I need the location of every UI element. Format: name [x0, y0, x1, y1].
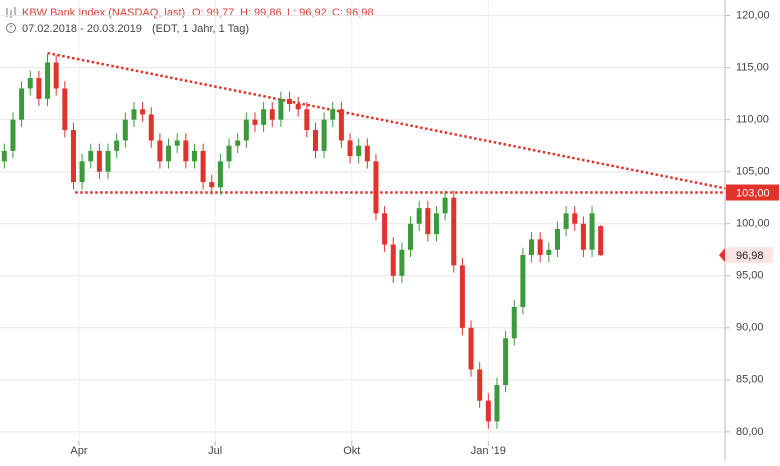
y-tick-label: 90,00: [736, 322, 764, 334]
candle-body: [330, 109, 336, 120]
candle-body: [114, 140, 120, 151]
candle-body: [36, 78, 42, 99]
candle-body: [572, 213, 578, 224]
candle-body: [408, 223, 414, 250]
candle-body: [520, 254, 526, 307]
y-tick-label: 100,00: [736, 218, 770, 230]
candle-body: [278, 98, 284, 120]
candle-body: [563, 213, 569, 229]
candle-body: [511, 306, 517, 339]
candle-body: [243, 119, 249, 141]
chart-title: KBW Bank Index (NASDAQ, last): [22, 7, 185, 19]
candle-body: [157, 140, 163, 162]
candle-body: [399, 249, 405, 276]
candle-body: [554, 228, 560, 250]
candle-body: [96, 150, 102, 172]
candle-body: [364, 145, 370, 162]
candle-body: [62, 88, 68, 131]
x-tick-label: Jan '19: [471, 445, 506, 457]
x-tick-label: Apr: [70, 445, 87, 457]
header-icon: [6, 7, 16, 18]
ohlc-open: O: 99,77: [192, 7, 234, 19]
candle-body: [416, 208, 422, 224]
candle-body: [217, 161, 223, 188]
candle-body: [589, 213, 595, 250]
candle-body: [537, 239, 543, 255]
candle-body: [45, 62, 51, 99]
y-tick-label: 95,00: [736, 270, 764, 282]
candle-body: [269, 109, 275, 120]
candle-body: [88, 150, 94, 162]
chart-subtitle: 07.02.2018 - 20.03.2019: [22, 23, 142, 35]
candle-body: [70, 130, 76, 183]
candle-body: [338, 109, 344, 141]
candle-body: [598, 226, 604, 256]
candle-body: [390, 244, 396, 276]
ohlc-low: L: 96,92: [287, 7, 327, 19]
y-tick-label: 115,00: [736, 62, 769, 74]
candle-body: [494, 385, 500, 422]
x-tick-label: Jul: [208, 445, 222, 457]
last-value-label: 96,98: [736, 250, 764, 262]
candle-body: [235, 140, 241, 146]
y-tick-label: 105,00: [736, 166, 770, 178]
candle-body: [209, 182, 215, 188]
trendline: [47, 51, 726, 190]
candle-body: [442, 197, 448, 214]
level-label: 103,00: [736, 187, 770, 199]
level-label-box: [726, 184, 779, 201]
y-tick-label: 85,00: [736, 374, 764, 386]
candle-body: [200, 150, 206, 183]
candle-body: [382, 213, 388, 245]
candle-body: [226, 145, 232, 162]
candle-body: [580, 223, 586, 250]
candle-body: [105, 150, 111, 172]
candle-body: [19, 88, 25, 120]
candle-body: [451, 197, 457, 266]
subtitle-note: (EDT, 1 Jahr, 1 Tag): [152, 23, 249, 35]
y-tick-label: 80,00: [736, 426, 764, 438]
candle-body: [148, 114, 154, 141]
clock-icon: [6, 23, 16, 33]
candle-body: [174, 140, 180, 146]
candle-body: [27, 78, 33, 89]
candle-body: [529, 239, 535, 255]
candle-body: [347, 140, 353, 157]
candle-body: [53, 62, 59, 89]
candle-body: [459, 265, 465, 328]
candle-body: [425, 208, 431, 235]
ohlc-high: H: 99,86: [240, 7, 282, 19]
candle-body: [191, 150, 197, 162]
candle-body: [373, 161, 379, 214]
y-tick-label: 110,00: [736, 114, 769, 126]
candle-body: [295, 104, 301, 110]
candle-body: [503, 338, 509, 386]
last-value-box: [725, 247, 773, 264]
candle-body: [468, 327, 474, 370]
y-tick-label: 120,00: [736, 10, 770, 22]
candle-body: [183, 140, 189, 162]
candle-body: [261, 109, 267, 125]
x-tick-label: Okt: [343, 445, 360, 457]
candle-body: [546, 249, 552, 255]
candle-body: [287, 98, 293, 105]
last-value-pointer: [719, 248, 725, 263]
candle-body: [356, 145, 362, 157]
ohlc-close: C: 96,98: [332, 7, 374, 19]
candle-body: [321, 119, 327, 151]
candle-body: [166, 145, 172, 162]
candle-body: [304, 109, 310, 131]
candle-body: [10, 119, 16, 151]
candle-body: [1, 150, 7, 162]
candle-body: [433, 213, 439, 235]
candle-body: [140, 109, 146, 115]
candle-body: [79, 161, 85, 183]
candle-body: [485, 400, 491, 422]
candle-body: [477, 369, 483, 401]
candle-body: [312, 130, 318, 151]
candle-body: [131, 109, 137, 120]
candle-body: [252, 119, 258, 125]
candle-body: [122, 119, 128, 141]
